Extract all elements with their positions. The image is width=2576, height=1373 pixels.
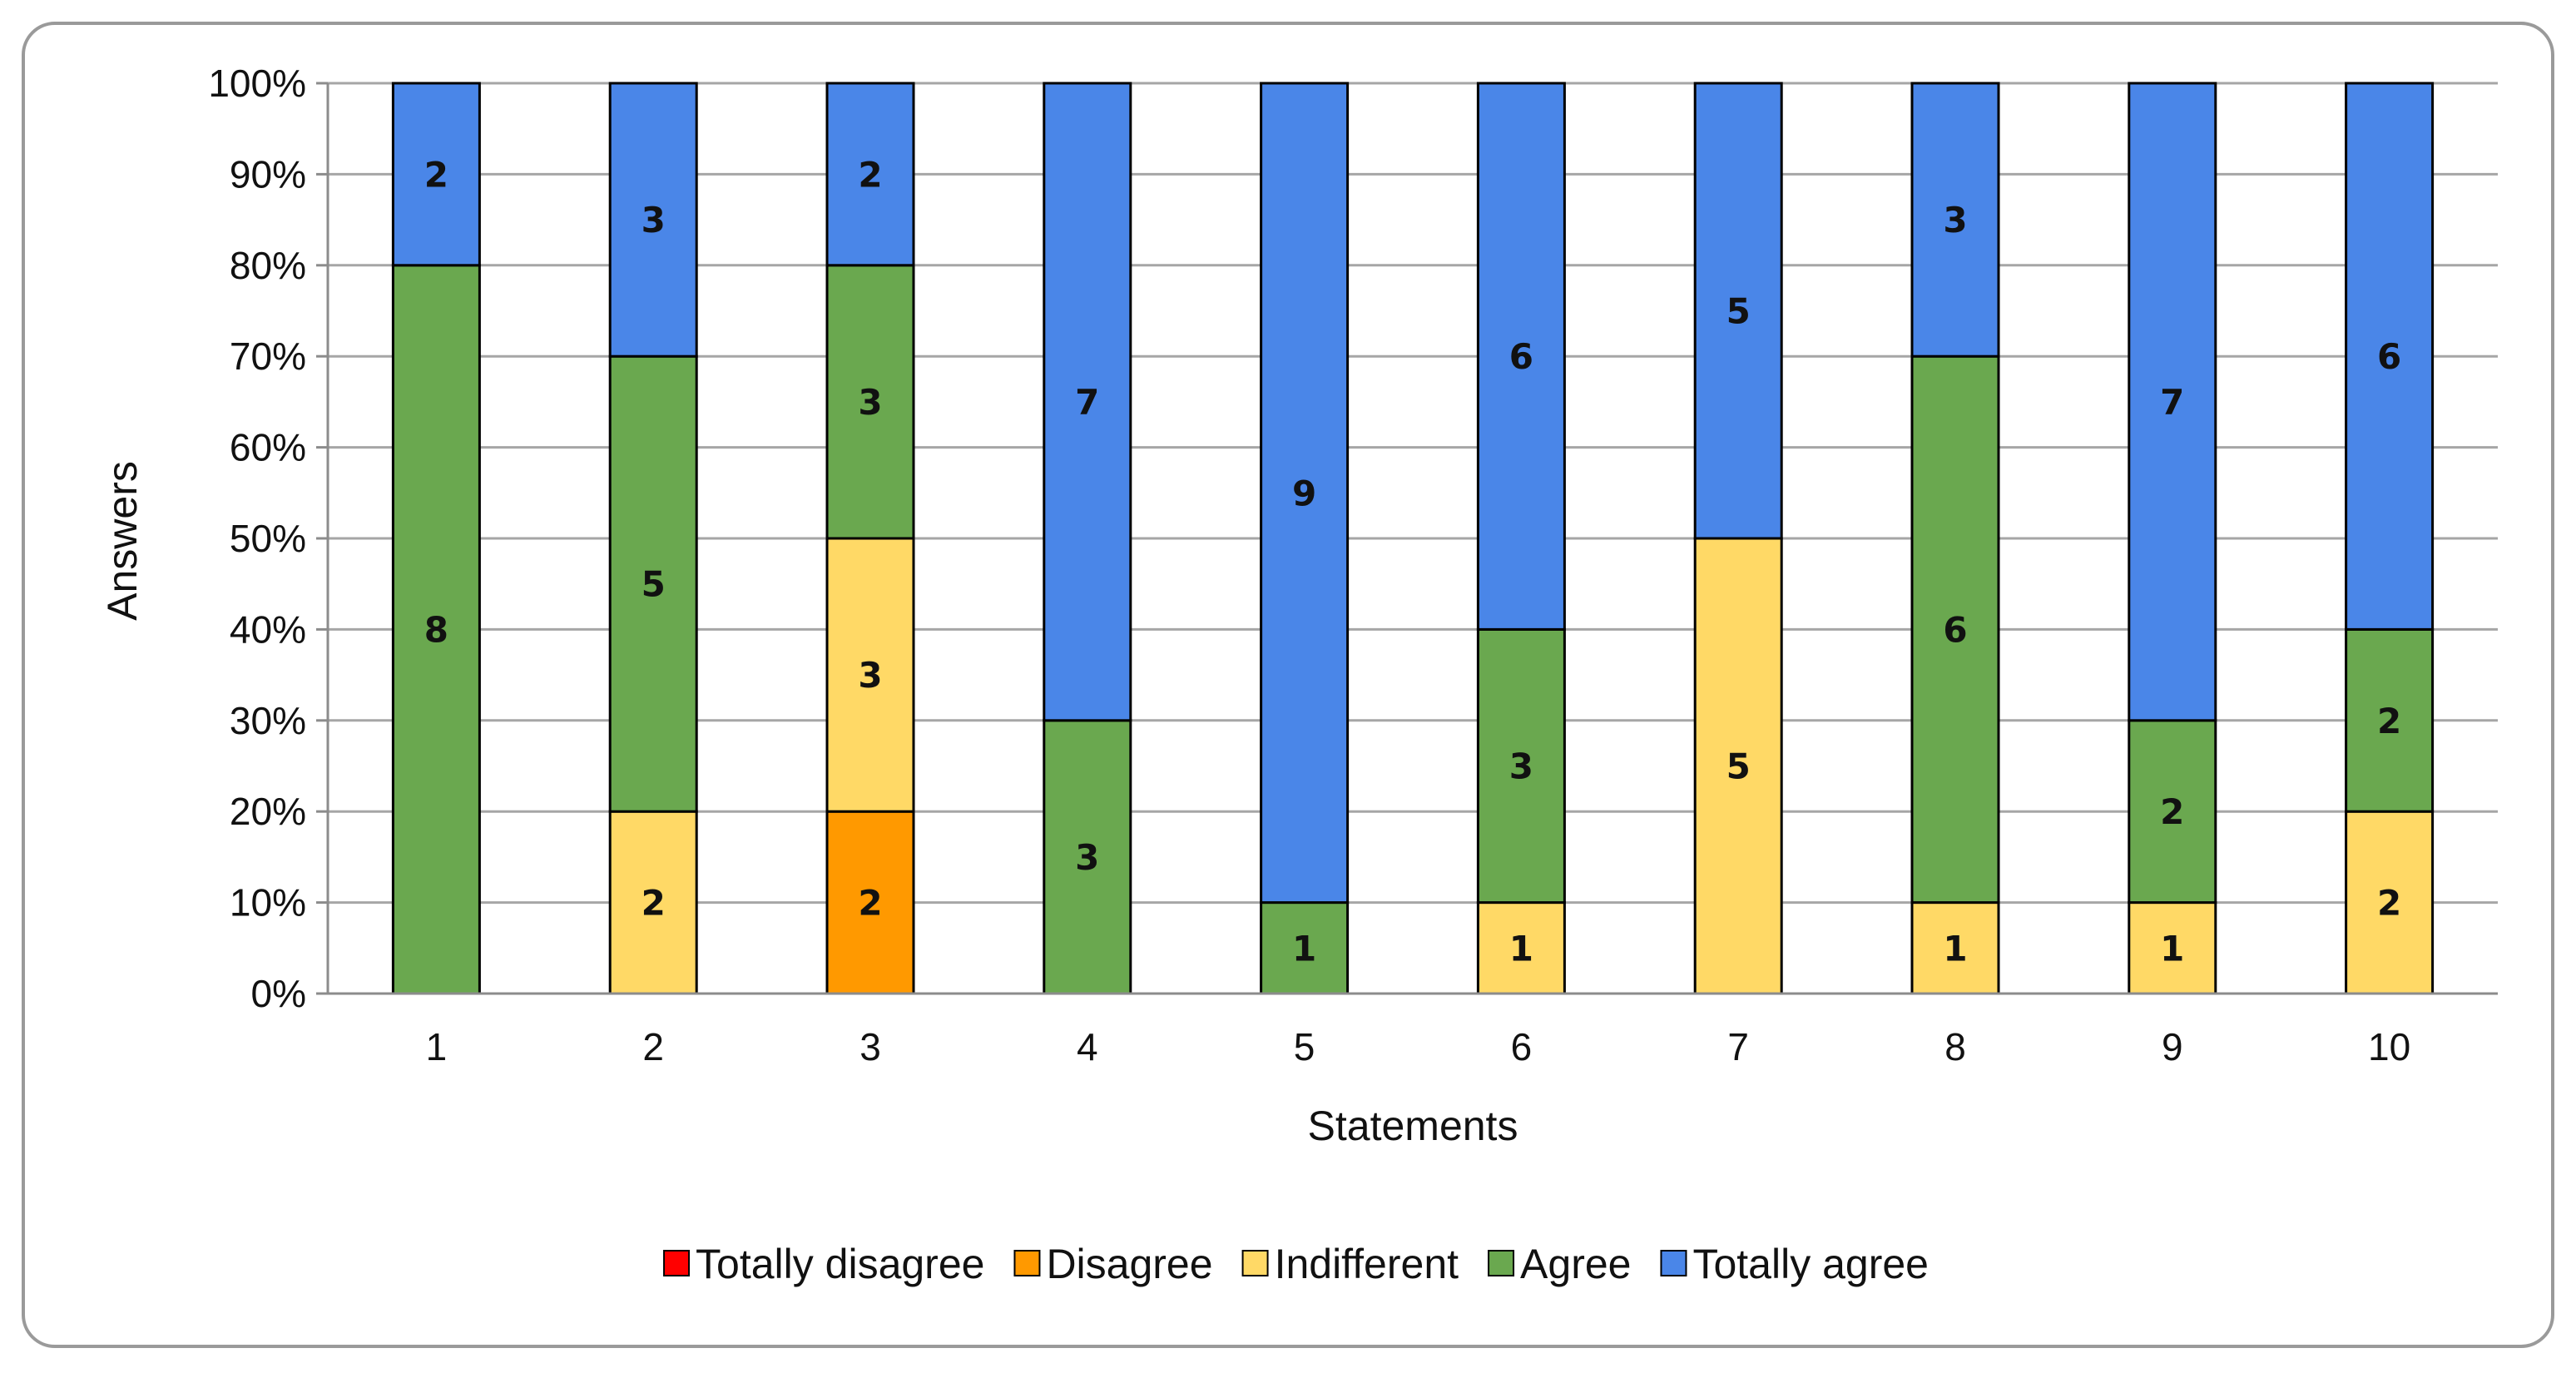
y-tick-label: 10%	[230, 881, 306, 924]
segment-value-label: 2	[858, 883, 882, 924]
y-tick-label: 0%	[251, 972, 306, 1015]
segment-value-label: 2	[424, 154, 448, 195]
segment-value-label: 6	[1509, 336, 1533, 377]
segment-value-label: 1	[1509, 928, 1533, 969]
x-tick-label: 6	[1511, 1025, 1533, 1068]
y-tick-label: 70%	[230, 335, 306, 378]
bar-segment	[1260, 901, 1350, 995]
x-tick-label: 4	[1077, 1025, 1098, 1068]
legend-item: Totally agree	[1660, 1241, 1929, 1287]
y-tick-label: 80%	[230, 244, 306, 287]
segment-value-label: 3	[642, 200, 666, 240]
y-tick-label: 30%	[230, 699, 306, 742]
bar-segment	[608, 354, 698, 813]
y-tick-label: 60%	[230, 426, 306, 469]
bar-segment	[2345, 627, 2435, 813]
x-tick-label: 5	[1294, 1025, 1315, 1068]
legend-label: Agree	[1520, 1241, 1631, 1287]
bar-segment	[1260, 82, 1350, 905]
legend-label: Indifferent	[1275, 1241, 1459, 1287]
bar-segment	[825, 264, 915, 540]
bar-segment	[2345, 82, 2435, 631]
bar-segment	[391, 264, 481, 995]
legend-item: Totally disagree	[663, 1241, 984, 1287]
segment-value-label: 2	[858, 154, 882, 195]
x-tick-label: 7	[1727, 1025, 1749, 1068]
segment-value-label: 8	[424, 609, 448, 650]
legend-item: Agree	[1488, 1241, 1631, 1287]
segment-value-label: 2	[2377, 883, 2401, 924]
bar-segment	[2128, 82, 2217, 722]
segment-value-label: 2	[2160, 791, 2184, 832]
bars	[391, 82, 2435, 995]
legend-swatch	[1013, 1250, 1041, 1276]
segment-value-label: 7	[2160, 382, 2184, 423]
segment-value-label: 3	[858, 382, 882, 423]
legend-swatch	[1488, 1250, 1515, 1276]
segment-value-label: 3	[1509, 746, 1533, 787]
y-tick-label: 50%	[230, 517, 306, 560]
segment-value-label: 3	[858, 655, 882, 696]
y-tick-label: 20%	[230, 790, 306, 833]
x-tick-label: 1	[426, 1025, 448, 1068]
bar-segment	[1476, 627, 1566, 905]
bar-segment	[608, 810, 698, 995]
bar-segment	[1693, 82, 1783, 540]
bar-segment	[825, 810, 915, 995]
axes: 0% 10% 20% 30% 40% 50% 60% 70% 80% 90% 100% 1 2 3 4 5 6 7…	[208, 62, 2498, 1068]
bar-segment	[1910, 82, 2000, 358]
y-tick-label: 90%	[230, 152, 306, 196]
legend-label: Totally agree	[1692, 1241, 1929, 1287]
segment-value-label: 2	[642, 883, 666, 924]
legend-label: Totally disagree	[696, 1241, 984, 1287]
legend-swatch	[663, 1250, 691, 1276]
legend-swatch	[1660, 1250, 1687, 1276]
segment-value-label: 2	[2377, 701, 2401, 741]
segment-value-label: 7	[1075, 382, 1099, 423]
x-axis-title: Statements	[1308, 1103, 1518, 1149]
legend-item: Indifferent	[1241, 1241, 1459, 1287]
segment-value-label: 5	[642, 564, 666, 605]
x-tick-label: 10	[2368, 1025, 2410, 1068]
legend: Totally disagree Disagree Indifferent Agree…	[663, 1241, 1929, 1287]
y-axis-title: Answers	[99, 461, 146, 621]
segment-value-label: 6	[1943, 609, 1967, 650]
x-tick-label: 9	[2162, 1025, 2183, 1068]
bar-segment	[825, 537, 915, 813]
segment-value-label: 1	[1943, 928, 1967, 969]
segment-value-label: 5	[1726, 746, 1751, 787]
segment-value-label: 1	[2160, 928, 2184, 969]
bar-segment	[391, 82, 481, 267]
y-tick-label: 40%	[230, 607, 306, 651]
segment-value-label: 3	[1943, 200, 1967, 240]
x-tick-label: 2	[642, 1025, 664, 1068]
x-tick-label: 8	[1944, 1025, 1966, 1068]
segment-value-label: 5	[1726, 291, 1751, 332]
bar-segment	[608, 82, 698, 358]
legend-label: Disagree	[1046, 1241, 1212, 1287]
legend-swatch	[1241, 1250, 1269, 1276]
legend-item: Disagree	[1013, 1241, 1213, 1287]
segment-value-label: 1	[1292, 928, 1316, 969]
y-tick-label: 100%	[208, 62, 306, 105]
bar-segment	[825, 82, 915, 267]
bar-segment	[1043, 82, 1132, 722]
segment-value-label: 9	[1292, 473, 1316, 513]
bar-segment	[1476, 82, 1566, 631]
segment-value-label: 6	[2377, 336, 2401, 377]
segment-value-label: 3	[1075, 837, 1099, 878]
x-tick-label: 3	[859, 1025, 881, 1068]
